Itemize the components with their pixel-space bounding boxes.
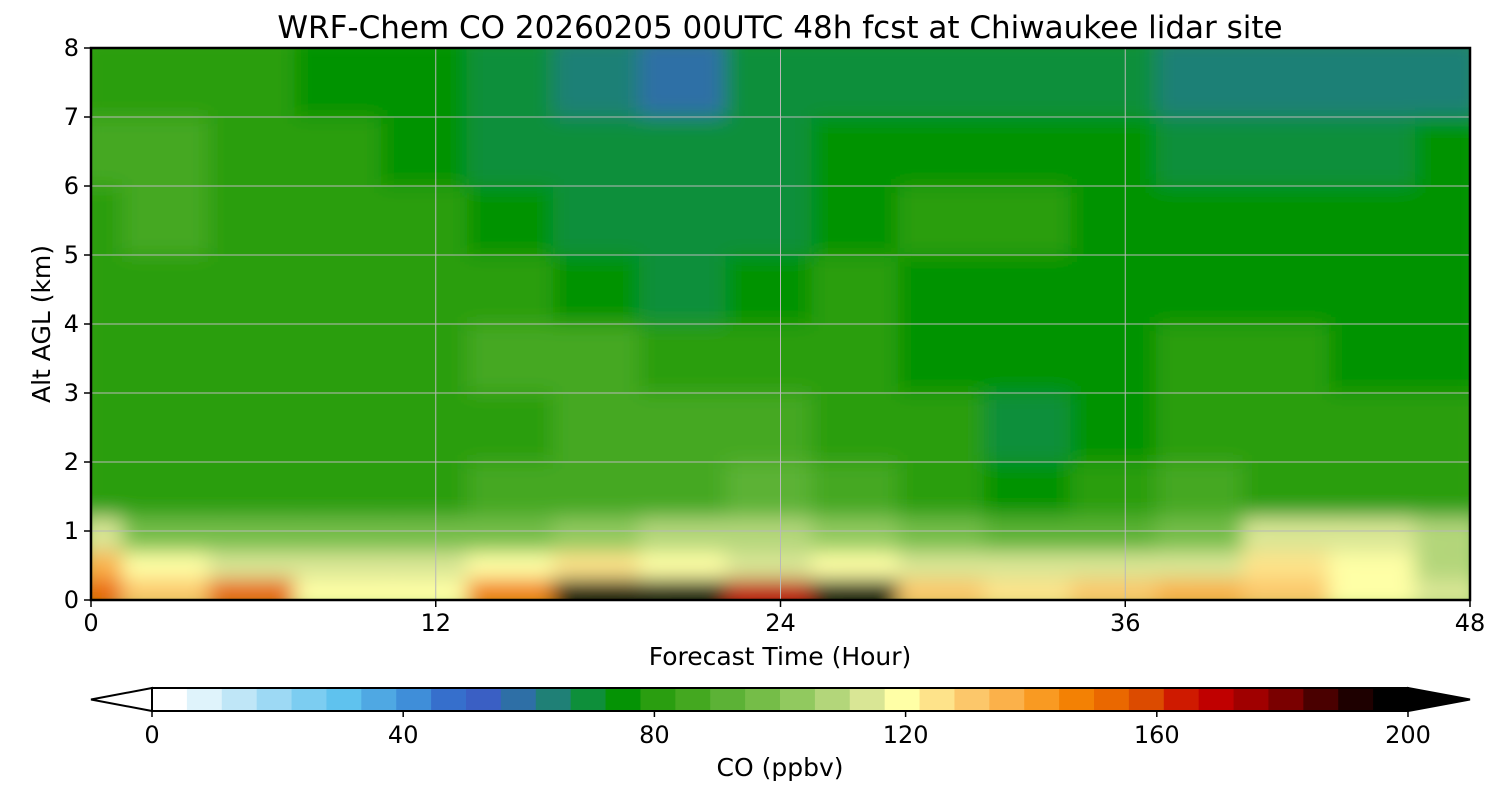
- colorbar-segment: [640, 688, 676, 711]
- heat-cell: [553, 579, 664, 600]
- x-axis: 0 12 24 36 48: [83, 600, 1485, 637]
- y-axis: 0 1 2 3 4 5 6 7 8: [64, 34, 91, 614]
- colorbar-tick-label: 40: [388, 721, 419, 749]
- heat-cell: [897, 579, 1008, 600]
- colorbar-segment: [1128, 688, 1165, 711]
- y-tick-label: 3: [64, 379, 79, 407]
- x-tick-label: 36: [1110, 609, 1141, 637]
- colorbar-segment: [1163, 688, 1200, 711]
- colorbar-segment: [884, 688, 921, 711]
- heat-cell: [122, 579, 233, 600]
- colorbar-segment: [710, 688, 746, 711]
- colorbar-segment: [326, 688, 362, 711]
- colorbar-extend-max: [1407, 686, 1471, 713]
- colorbar-tick-label: 200: [1385, 721, 1431, 749]
- heat-cell: [811, 579, 922, 600]
- heat-cell: [208, 579, 319, 600]
- colorbar-segment: [1094, 688, 1130, 711]
- colorbar-tick-label: 160: [1134, 721, 1180, 749]
- colorbar-segments: [152, 688, 1409, 711]
- colorbar-segment: [152, 688, 188, 711]
- colorbar-segment: [291, 688, 328, 711]
- colorbar-segment: [1303, 688, 1339, 711]
- y-axis-label: Alt AGL (km): [27, 245, 56, 403]
- colorbar-segment: [814, 688, 851, 711]
- y-tick-label: 0: [64, 586, 79, 614]
- colorbar-segment: [256, 688, 293, 711]
- colorbar-segment: [1233, 688, 1270, 711]
- colorbar-segment: [396, 688, 432, 711]
- heat-cell: [1414, 255, 1470, 324]
- colorbar-segment: [1198, 688, 1235, 711]
- y-tick-label: 8: [64, 34, 79, 62]
- colorbar-label: CO (ppbv): [717, 753, 844, 782]
- colorbar-ticks: 0 40 80 120 160 200: [144, 711, 1431, 749]
- colorbar-segment: [989, 688, 1025, 711]
- heat-cell: [1328, 579, 1439, 600]
- y-tick-label: 2: [64, 448, 79, 476]
- colorbar-extend-min: [90, 686, 153, 713]
- heat-cell: [1242, 579, 1353, 600]
- colorbar-segment: [780, 688, 816, 711]
- colorbar-segment: [919, 688, 956, 711]
- colorbar: 0 40 80 120 160 200: [90, 686, 1471, 749]
- colorbar-segment: [1338, 688, 1374, 711]
- colorbar-frame: [151, 687, 1409, 712]
- heat-cell: [1414, 117, 1470, 186]
- colorbar-segment: [221, 688, 258, 711]
- grid-lines: [91, 48, 1470, 600]
- colorbar-segment: [954, 688, 990, 711]
- heat-cell: [639, 579, 750, 600]
- colorbar-segment: [570, 688, 607, 711]
- heat-cell: [466, 579, 578, 600]
- heat-cell: [1414, 186, 1470, 255]
- heat-cell: [1156, 579, 1267, 600]
- x-tick-label: 48: [1455, 609, 1486, 637]
- colorbar-segment: [605, 688, 642, 711]
- x-tick-label: 0: [83, 609, 98, 637]
- heat-cell: [1414, 324, 1470, 393]
- colorbar-segment: [745, 688, 781, 711]
- colorbar-segment: [431, 688, 467, 711]
- heat-cell: [1414, 551, 1470, 580]
- colorbar-segment: [1268, 688, 1304, 711]
- colorbar-segment: [675, 688, 711, 711]
- plot-area: [89, 46, 1472, 602]
- heat-cell: [1414, 517, 1470, 552]
- x-tick-label: 12: [420, 609, 451, 637]
- heat-cell: [1414, 48, 1470, 117]
- colorbar-segment: [1059, 688, 1095, 711]
- colorbar-tick-label: 80: [639, 721, 670, 749]
- colorbar-segment: [849, 688, 886, 711]
- colorbar-segment: [500, 688, 537, 711]
- y-tick-label: 6: [64, 172, 79, 200]
- heat-cell: [1414, 393, 1470, 462]
- heat-cell: [1414, 579, 1470, 600]
- colorbar-segment: [361, 688, 397, 711]
- y-tick-label: 1: [64, 517, 79, 545]
- heat-cell: [294, 579, 405, 600]
- colorbar-segment: [535, 688, 572, 711]
- colorbar-segment: [1373, 688, 1409, 711]
- heat-cell: [983, 579, 1095, 600]
- x-axis-label: Forecast Time (Hour): [649, 642, 912, 671]
- colorbar-tick-label: 120: [883, 721, 929, 749]
- heat-cell: [1414, 462, 1470, 518]
- y-tick-label: 7: [64, 103, 79, 131]
- colorbar-segment: [466, 688, 502, 711]
- colorbar-segment: [1024, 688, 1060, 711]
- y-tick-label: 5: [64, 241, 79, 269]
- y-tick-label: 4: [64, 310, 79, 338]
- colorbar-segment: [186, 688, 223, 711]
- chart-title: WRF-Chem CO 20260205 00UTC 48h fcst at C…: [277, 10, 1282, 46]
- colorbar-tick-label: 0: [144, 721, 159, 749]
- x-tick-label: 24: [765, 609, 796, 637]
